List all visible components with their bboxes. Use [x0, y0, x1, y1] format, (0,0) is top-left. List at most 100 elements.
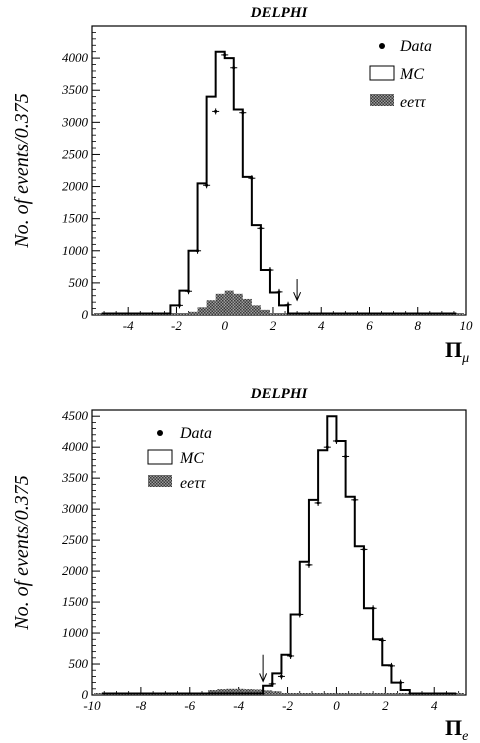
data-point [275, 288, 283, 295]
data-point [296, 611, 304, 618]
data-point-marker [223, 53, 227, 57]
data-point-marker [353, 498, 357, 502]
data-point [230, 64, 238, 71]
data-point [378, 637, 386, 644]
x-tick-label: -4 [123, 318, 134, 333]
mc-histogram-outline [101, 50, 457, 315]
data-point-marker [399, 681, 403, 685]
data-point-marker [177, 303, 181, 307]
x-axis-label-subscript: μ [461, 351, 469, 366]
x-tick-label: 4 [318, 318, 325, 333]
data-point [323, 444, 331, 451]
legend-mc-swatch [147, 449, 173, 465]
chart-1: DELPHI 0 500 1000 1500 2000 2500 3000 3500 4000 -4… [11, 5, 473, 366]
data-point [332, 437, 340, 444]
eett-bar [235, 688, 245, 695]
data-point-marker [389, 664, 393, 668]
data-point-marker [270, 682, 274, 686]
y-tick-label: 2500 [62, 532, 89, 547]
x-axis-label: Πe [445, 715, 468, 743]
y-tick-label: 3000 [61, 501, 89, 516]
legend-entry: MC [369, 65, 424, 83]
legend-data-marker [157, 430, 163, 436]
y-axis-label: No. of events/0.375 [11, 93, 33, 248]
data-point-marker [307, 563, 311, 567]
data-point [266, 267, 274, 274]
legend-label: MC [179, 450, 204, 467]
legend-label: Data [399, 38, 432, 55]
data-point-marker [277, 290, 281, 294]
legend-entry: Data [157, 425, 212, 442]
eett-baseline-band [94, 693, 464, 695]
eett-bar [263, 690, 273, 695]
y-tick-label: 1500 [62, 594, 89, 609]
x-tick-label: 2 [270, 318, 277, 333]
data-point [277, 673, 285, 680]
y-tick-label: 4000 [62, 50, 89, 65]
data-point [268, 680, 276, 687]
y-tick-label: 0 [82, 307, 89, 322]
data-point [287, 652, 295, 659]
data-point [342, 453, 350, 460]
data-point-marker [279, 674, 283, 678]
legend-label: MC [399, 66, 424, 83]
y-tick-label: 1000 [62, 243, 89, 258]
x-tick-label: 4 [431, 698, 438, 713]
data-point-marker [334, 439, 338, 443]
eett-bar [244, 689, 254, 695]
data-point [305, 561, 313, 568]
y-tick-label: 2000 [62, 179, 89, 194]
series-data [175, 51, 292, 309]
x-tick-label: 0 [333, 698, 340, 713]
y-tick-label: 2000 [62, 563, 89, 578]
y-tick-label: 3500 [61, 470, 89, 485]
data-point [248, 175, 256, 182]
x-tick-label: 8 [414, 318, 421, 333]
data-point [314, 499, 322, 506]
series-mc [101, 50, 457, 315]
eett-bar [242, 298, 252, 315]
x-tick-label: 0 [221, 318, 228, 333]
data-point [257, 225, 265, 232]
legend-entry: Data [379, 38, 432, 55]
data-point-marker [214, 109, 218, 113]
x-axis-label: Πμ [445, 337, 469, 366]
y-tick-label: 0 [82, 687, 89, 702]
data-point [284, 301, 292, 308]
legend-eett-swatch [148, 475, 172, 487]
eett-bar [260, 309, 270, 315]
cut-arrow-head [259, 673, 268, 683]
data-point-marker [344, 454, 348, 458]
data-point [351, 496, 359, 503]
eett-bar [224, 290, 234, 315]
y-tick-label: 500 [69, 275, 89, 290]
x-tick-label: 6 [366, 318, 373, 333]
data-point [212, 108, 220, 115]
eett-bar [226, 688, 236, 695]
y-tick-label: 500 [69, 656, 89, 671]
data-point [369, 605, 377, 612]
data-point-marker [286, 303, 290, 307]
y-tick-label: 2500 [62, 146, 89, 161]
eett-bar [206, 300, 216, 315]
legend-mc-swatch [369, 65, 395, 81]
x-tick-label: -4 [233, 698, 244, 713]
y-tick-label: 1500 [62, 211, 89, 226]
eett-bar [233, 293, 243, 315]
data-point [387, 662, 395, 669]
legend-eett-swatch [370, 94, 394, 106]
legend-label: eeττ [180, 475, 207, 492]
cut-arrow-head [293, 292, 302, 302]
data-point-marker [325, 445, 329, 449]
x-tick-label: -6 [184, 698, 195, 713]
data-point-marker [187, 289, 191, 293]
eett-bar [251, 305, 261, 315]
data-point-marker [268, 268, 272, 272]
x-tick-label: -8 [135, 698, 146, 713]
series-eett [94, 290, 464, 315]
x-axis-label-main: Π [445, 337, 462, 362]
data-point [175, 302, 183, 309]
data-point-marker [250, 176, 254, 180]
series-data [268, 437, 405, 687]
